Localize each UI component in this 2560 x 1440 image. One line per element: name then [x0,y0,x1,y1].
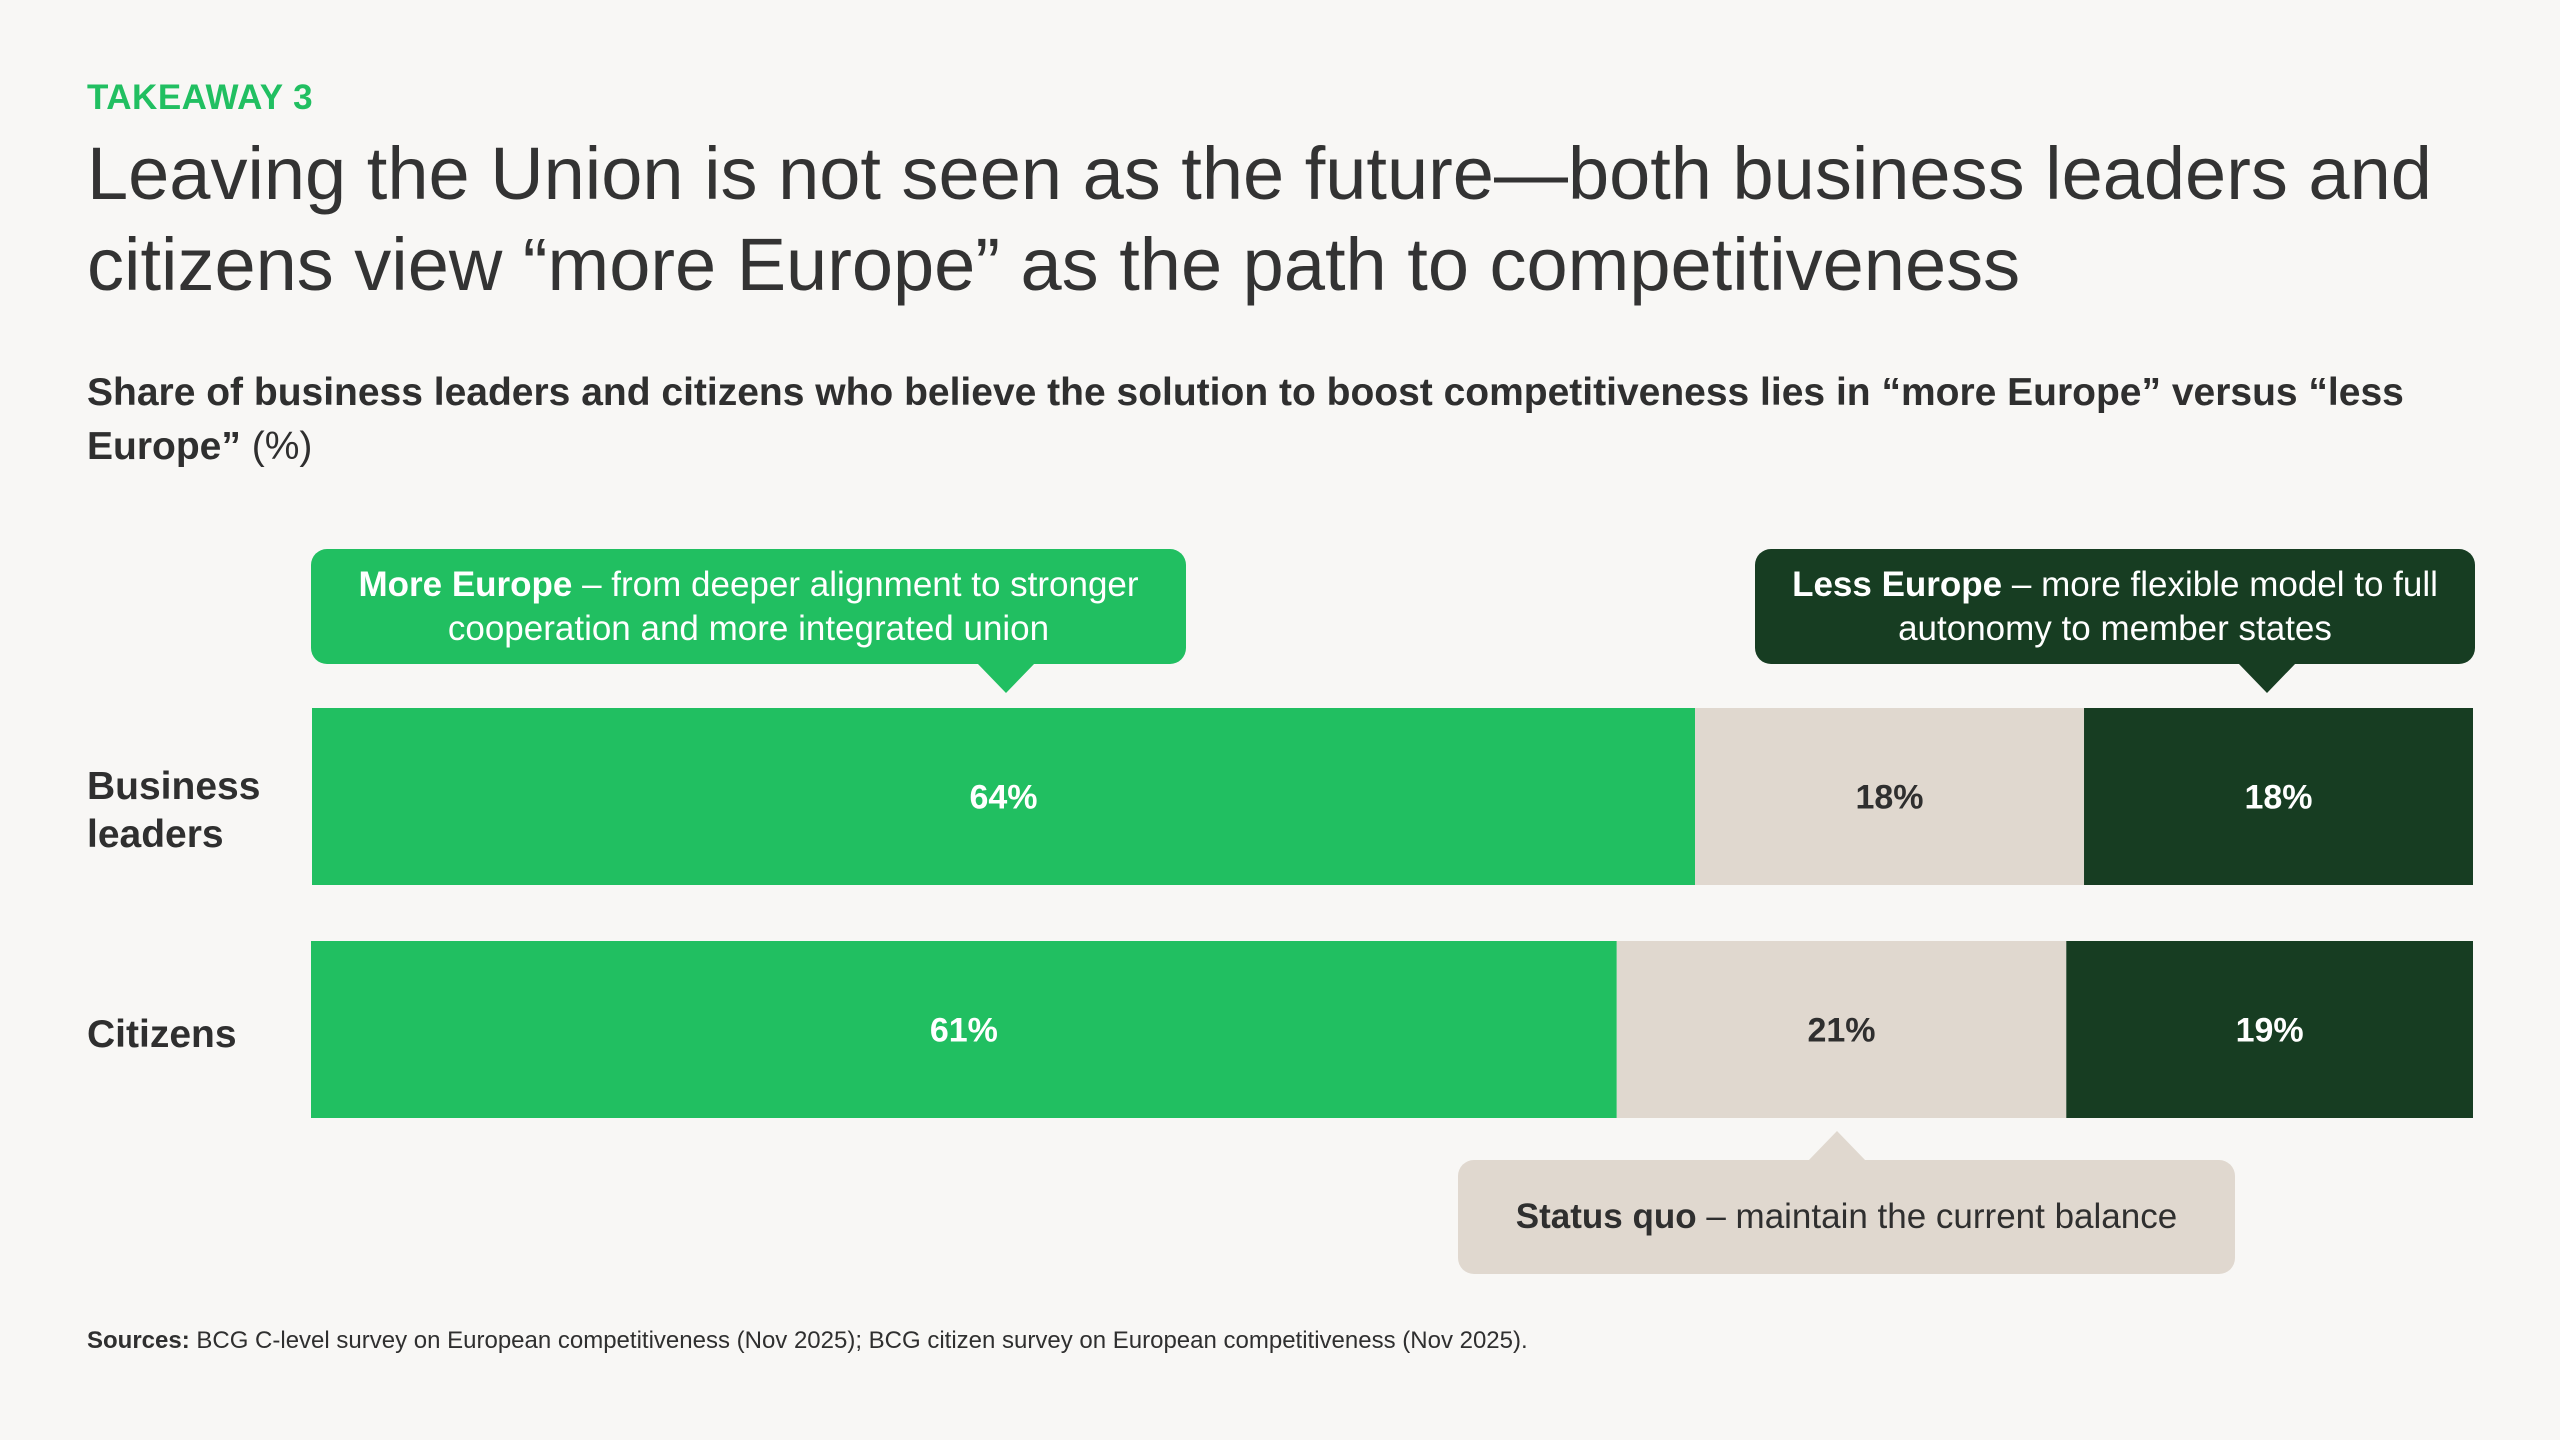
bar-business-leaders-more-europe [312,708,1696,885]
bar-business-leaders-less-europe [2084,708,2473,885]
data-label-business-leaders-status-quo: 18% [1855,779,1923,817]
callout-less-europe-desc: – more flexible model to full autonomy t… [1898,564,2438,648]
data-label-business-leaders-less-europe: 18% [2244,779,2312,817]
chart-subtitle: Share of business leaders and citizens w… [87,366,2487,474]
callout-more-europe-text: More Europe – from deeper alignment to s… [331,563,1166,651]
callout-more-europe-title: More Europe [358,564,573,604]
callout-status-quo-title: Status quo [1515,1197,1697,1236]
callout-more-europe: More Europe – from deeper alignment to s… [311,549,1186,664]
bar-citizens-less-europe [2066,941,2473,1118]
row-label-citizens: Citizens [87,1013,237,1056]
callout-more-europe-pointer [977,663,1035,693]
bar-business-leaders-status-quo [1695,708,2085,885]
callout-less-europe-title: Less Europe [1792,564,2003,604]
callout-status-quo-desc: – maintain the current balance [1696,1197,2178,1236]
row-label-business-leaders: Business leaders [87,765,261,856]
callout-status-quo: Status quo – maintain the current balanc… [1458,1160,2235,1274]
takeaway-kicker: TAKEAWAY 3 [87,78,314,117]
sources-text: BCG C-level survey on European competiti… [189,1327,1528,1354]
subtitle-text: Share of business leaders and citizens w… [87,371,2404,468]
page-title: Leaving the Union is not seen as the fut… [87,132,2432,306]
callout-status-quo-text: Status quo – maintain the current balanc… [1516,1195,2177,1239]
data-label-citizens-more-europe: 61% [930,1012,998,1050]
data-label-citizens-status-quo: 21% [1807,1012,1875,1050]
sources-note: Sources: BCG C-level survey on European … [87,1327,1528,1355]
data-label-business-leaders-more-europe: 64% [969,779,1037,817]
bar-citizens-more-europe [311,941,1617,1118]
callout-less-europe-pointer [2238,663,2296,693]
bar-citizens-status-quo [1616,941,2067,1118]
sources-label: Sources: [87,1327,190,1354]
callout-more-europe-desc: – from deeper alignment to stronger coop… [447,564,1139,648]
callout-status-quo-pointer [1808,1131,1866,1161]
data-label-citizens-less-europe: 19% [2236,1012,2304,1050]
subtitle-unit: (%) [251,425,313,468]
callout-less-europe: Less Europe – more flexible model to ful… [1755,549,2475,664]
callout-less-europe-text: Less Europe – more flexible model to ful… [1775,563,2455,651]
